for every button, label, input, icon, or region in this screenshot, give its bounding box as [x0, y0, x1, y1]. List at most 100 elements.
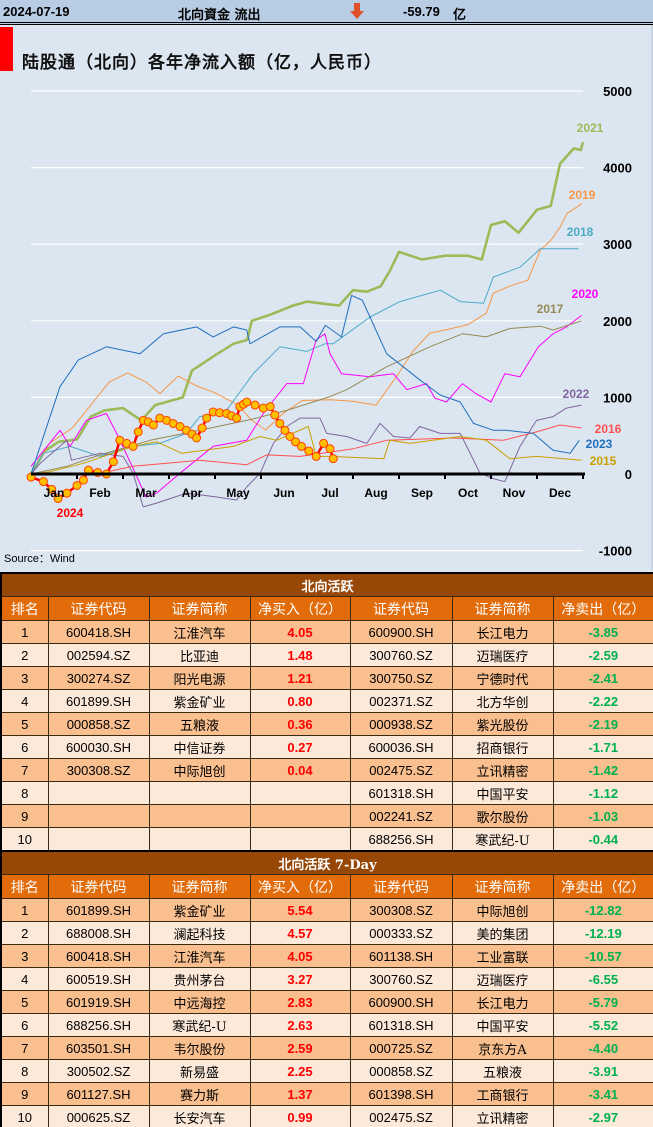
table-row[interactable]: 5 601919.SH 中远海控 2.83 600900.SH 长江电力 -5.79 [0, 990, 653, 1014]
cell-name: 新易盛 [148, 1059, 251, 1083]
cell-rank: 7 [0, 1036, 49, 1060]
data-point-2024 [133, 427, 143, 437]
table-row[interactable]: 1 600418.SH 江淮汽车 4.05 600900.SH 长江电力 -3.85 [0, 620, 653, 644]
table-row[interactable]: 4 601899.SH 紫金矿业 0.80 002371.SZ 北方华创 -2.22 [0, 689, 653, 713]
y-tick-label: 4000 [603, 161, 632, 176]
cell-name: 紫光股份 [451, 712, 554, 736]
table-row[interactable]: 8 601318.SH 中国平安 -1.12 [0, 781, 653, 805]
cell-buy: 1.21 [249, 666, 351, 690]
cell-sell: -2.22 [552, 689, 653, 713]
cell-name: 五粮液 [451, 1059, 554, 1083]
column-header: 净卖出（亿） [552, 874, 653, 899]
cell-name: 寒武纪-U [451, 827, 554, 852]
cell-code: 688256.SH [47, 1013, 150, 1037]
cell-code: 600418.SH [47, 620, 150, 644]
x-tick-label: Nov [503, 486, 526, 500]
cell-code: 002594.SZ [47, 643, 150, 667]
northbound-active-table: 北向活跃 排名 证券代码 证券简称 净买入（亿） 证券代码 证券简称 净卖出（亿） 1 600… [0, 572, 653, 852]
cell-code: 600519.SH [47, 967, 150, 991]
cell-name: 紫金矿业 [148, 898, 251, 922]
table-row[interactable]: 9 002241.SZ 歌尔股份 -1.03 [0, 804, 653, 828]
title-accent-bar [0, 27, 13, 71]
column-header: 证券简称 [148, 596, 251, 621]
table-row[interactable]: 2 688008.SH 澜起科技 4.57 000333.SZ 美的集团 -12.19 [0, 921, 653, 945]
cell-buy: 4.05 [249, 620, 351, 644]
cell-buy: 2.63 [249, 1013, 351, 1037]
cell-name: 中国平安 [451, 1013, 554, 1037]
table-row[interactable]: 6 688256.SH 寒武纪-U 2.63 601318.SH 中国平安 -5.52 [0, 1013, 653, 1037]
cell-code [47, 804, 150, 828]
table-row[interactable]: 10 000625.SZ 长安汽车 0.99 002475.SZ 立讯精密 -2.97 [0, 1105, 653, 1127]
cell-code: 000725.SZ [349, 1036, 453, 1060]
series-label-2023: 2023 [586, 437, 613, 451]
column-header: 证券代码 [349, 596, 453, 621]
table-row[interactable]: 1 601899.SH 紫金矿业 5.54 300308.SZ 中际旭创 -12.82 [0, 898, 653, 922]
data-point-2024 [250, 400, 260, 410]
series-label-2015: 2015 [590, 454, 617, 468]
x-tick-label: Jan [44, 486, 65, 500]
cell-name: 招商银行 [451, 735, 554, 759]
series-label-2019: 2019 [569, 188, 596, 202]
column-header: 净卖出（亿） [552, 596, 653, 621]
series-line-2020 [30, 315, 582, 498]
data-point-2024 [275, 418, 285, 428]
series-label-2021: 2021 [577, 121, 604, 135]
cell-name: 迈瑞医疗 [451, 967, 554, 991]
data-point-2024 [242, 397, 252, 407]
table-row[interactable]: 10 688256.SH 寒武纪-U -0.44 [0, 827, 653, 852]
table-row[interactable]: 7 603501.SH 韦尔股份 2.59 000725.SZ 京东方A -4.40 [0, 1036, 653, 1060]
cell-buy: 3.27 [249, 967, 351, 991]
table-row[interactable]: 3 300274.SZ 阳光电源 1.21 300750.SZ 宁德时代 -2.41 [0, 666, 653, 690]
table-row[interactable]: 2 002594.SZ 比亚迪 1.48 300760.SZ 迈瑞医疗 -2.59 [0, 643, 653, 667]
series-label-2020: 2020 [572, 287, 599, 301]
x-tick-label: Sep [411, 486, 433, 500]
cell-buy [249, 804, 351, 828]
cell-buy: 2.83 [249, 990, 351, 1014]
cell-rank: 1 [0, 898, 49, 922]
cell-name: 紫金矿业 [148, 689, 251, 713]
cell-sell: -6.55 [552, 967, 653, 991]
series-label-2018: 2018 [567, 225, 594, 239]
cell-sell: -1.03 [552, 804, 653, 828]
cell-code: 000858.SZ [47, 712, 150, 736]
column-header: 净买入（亿） [249, 596, 351, 621]
series-line-2022 [30, 404, 582, 508]
table-row[interactable]: 9 601127.SH 赛力斯 1.37 601398.SH 工商银行 -3.41 [0, 1082, 653, 1106]
cell-name: 宁德时代 [451, 666, 554, 690]
y-tick-label: 3000 [603, 237, 632, 252]
x-tick-label: Aug [364, 486, 387, 500]
x-tick-label: Oct [458, 486, 478, 500]
cell-sell: -1.42 [552, 758, 653, 782]
table-row[interactable]: 3 600418.SH 江淮汽车 4.05 601138.SH 工业富联 -10.57 [0, 944, 653, 968]
series-line-2021 [29, 141, 585, 475]
table-title: 北向活跃 7-Day [0, 850, 653, 875]
cell-rank: 6 [0, 735, 49, 759]
table-row[interactable]: 8 300502.SZ 新易盛 2.25 000858.SZ 五粮液 -3.91 [0, 1059, 653, 1083]
cell-rank: 7 [0, 758, 49, 782]
table-row[interactable]: 7 300308.SZ 中际旭创 0.04 002475.SZ 立讯精密 -1.42 [0, 758, 653, 782]
cell-code: 600418.SH [47, 944, 150, 968]
cell-sell: -12.82 [552, 898, 653, 922]
cell-buy: 5.54 [249, 898, 351, 922]
cell-code: 600900.SH [349, 620, 453, 644]
x-tick-label: Jun [273, 486, 294, 500]
cell-code: 000333.SZ [349, 921, 453, 945]
cell-buy [249, 781, 351, 805]
cell-name: 长江电力 [451, 620, 554, 644]
cell-name: 立讯精密 [451, 1105, 554, 1127]
x-tick-label: Feb [89, 486, 110, 500]
cell-code: 002241.SZ [349, 804, 453, 828]
table-row[interactable]: 5 000858.SZ 五粮液 0.36 000938.SZ 紫光股份 -2.19 [0, 712, 653, 736]
table-row[interactable]: 4 600519.SH 贵州茅台 3.27 300760.SZ 迈瑞医疗 -6.55 [0, 967, 653, 991]
cell-rank: 6 [0, 1013, 49, 1037]
cell-rank: 10 [0, 1105, 49, 1127]
cell-buy: 2.25 [249, 1059, 351, 1083]
table-row[interactable]: 6 600030.SH 中信证券 0.27 600036.SH 招商银行 -1.71 [0, 735, 653, 759]
data-point-2024 [202, 413, 212, 423]
y-tick-label: 2000 [603, 314, 632, 329]
cell-name [148, 781, 251, 805]
cell-rank: 1 [0, 620, 49, 644]
series-line-2016 [30, 424, 582, 475]
cell-rank: 5 [0, 990, 49, 1014]
